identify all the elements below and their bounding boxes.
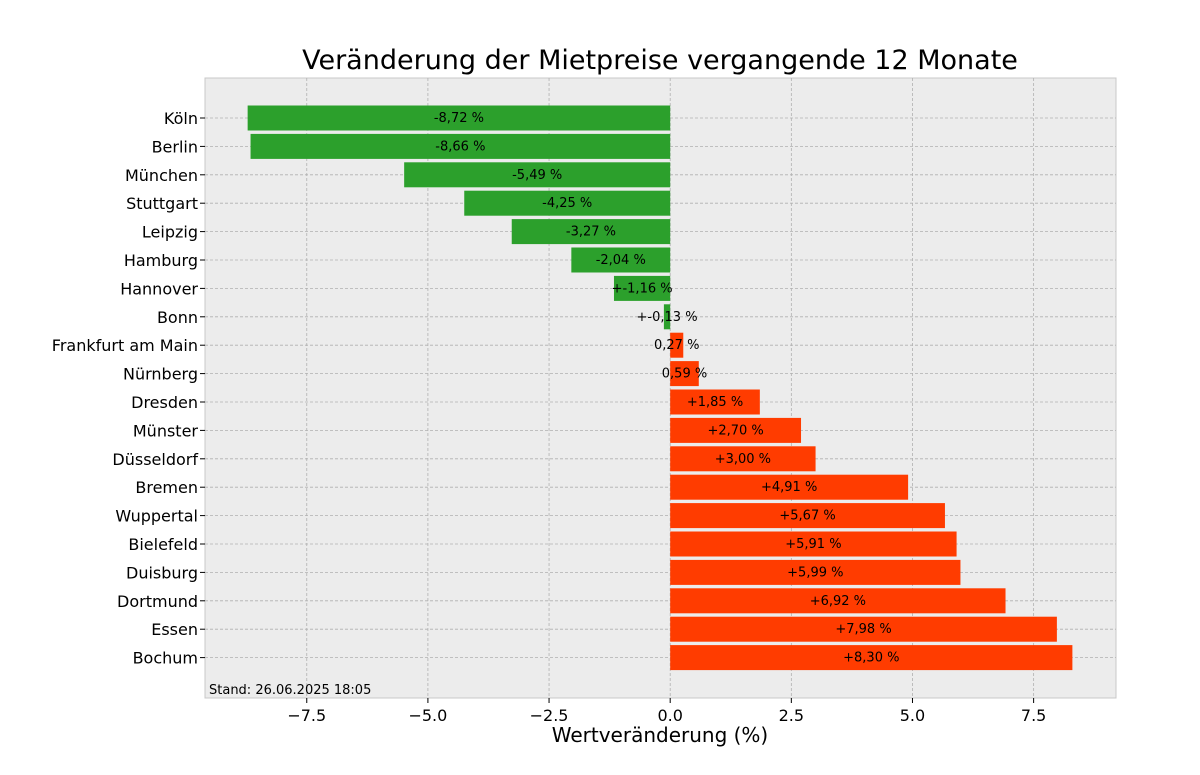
data-label: -3,27 % [566,225,616,240]
data-label: 0,59 % [662,367,707,382]
x-tick-label: 5.0 [900,706,925,725]
y-tick-label: Nürnberg [123,365,198,384]
bar [670,616,1057,642]
data-label: +5,67 % [779,509,835,524]
x-axis: −7.5 −5.0 −2.5 0.0 2.5 5.0 7.5 [287,698,1046,725]
y-tick-label: München [125,166,198,185]
data-label: -5,49 % [512,168,562,183]
bar [404,162,671,188]
bar [511,219,671,245]
bar [670,389,760,415]
chart-title: Veränderung der Mietpreise vergangende 1… [302,45,1018,76]
bar [663,304,671,330]
y-tick-label: Stuttgart [126,194,198,213]
data-label: 0,27 % [654,338,699,353]
y-tick-label: Münster [133,421,199,440]
bar [464,190,671,216]
y-tick-label: Köln [164,109,198,128]
data-label: +1,85 % [687,395,743,410]
x-tick-label: −2.5 [530,706,569,725]
bar [670,446,816,472]
bar [571,247,671,273]
y-tick-label: Hamburg [124,251,198,270]
data-labels: -8,72 % -8,66 % -5,49 % -4,25 % -3,27 % -2,04… [434,111,900,666]
data-label: -8,66 % [435,139,485,154]
y-tick-label: Leipzig [142,223,198,242]
y-tick-label: Frankfurt am Main [52,336,198,355]
data-label: -4,25 % [542,196,592,211]
footnote: Stand: 26.06.2025 18:05 [209,683,371,698]
bar [670,417,802,443]
data-label: +2,70 % [707,423,763,438]
y-axis: Köln Berlin München Stuttgart Leipzig Hamburg… [52,109,205,668]
y-tick-label: Duisburg [126,563,198,582]
y-tick-label: Dortmund [117,592,198,611]
x-tick-label: −7.5 [287,706,326,725]
bar [670,361,699,387]
bar [670,474,909,500]
data-label: +-0,13 % [637,310,698,325]
bar [670,332,684,358]
y-tick-label: Bochum [133,649,198,668]
data-label: +6,92 % [810,594,866,609]
y-tick-label: Bremen [135,478,198,497]
data-label: +3,00 % [715,452,771,467]
bar [250,133,671,159]
data-label: +7,98 % [835,622,891,637]
data-label: +-1,16 % [612,281,673,296]
bar [670,531,957,557]
y-tick-label: Düsseldorf [112,450,198,469]
y-tick-label: Wuppertal [115,507,198,526]
y-tick-label: Bielefeld [128,535,198,554]
y-tick-label: Bonn [157,308,198,327]
x-tick-label: −5.0 [408,706,447,725]
bar [670,645,1073,671]
data-label: +5,91 % [785,537,841,552]
y-tick-label: Dresden [131,393,198,412]
y-tick-label: Hannover [120,279,198,298]
data-label: +4,91 % [761,480,817,495]
y-tick-label: Berlin [152,137,198,156]
x-tick-label: 0.0 [657,706,682,725]
bars [247,105,1073,671]
x-axis-label: Wertveränderung (%) [552,723,769,747]
bar [247,105,671,131]
bar [670,503,945,529]
bar [670,588,1006,614]
data-label: +8,30 % [843,651,899,666]
y-tick-label: Essen [151,620,198,639]
bar [613,275,671,301]
data-label: -2,04 % [596,253,646,268]
x-tick-label: 7.5 [1021,706,1046,725]
data-label: +5,99 % [787,565,843,580]
bar [670,559,961,585]
x-tick-label: 2.5 [779,706,804,725]
data-label: -8,72 % [434,111,484,126]
